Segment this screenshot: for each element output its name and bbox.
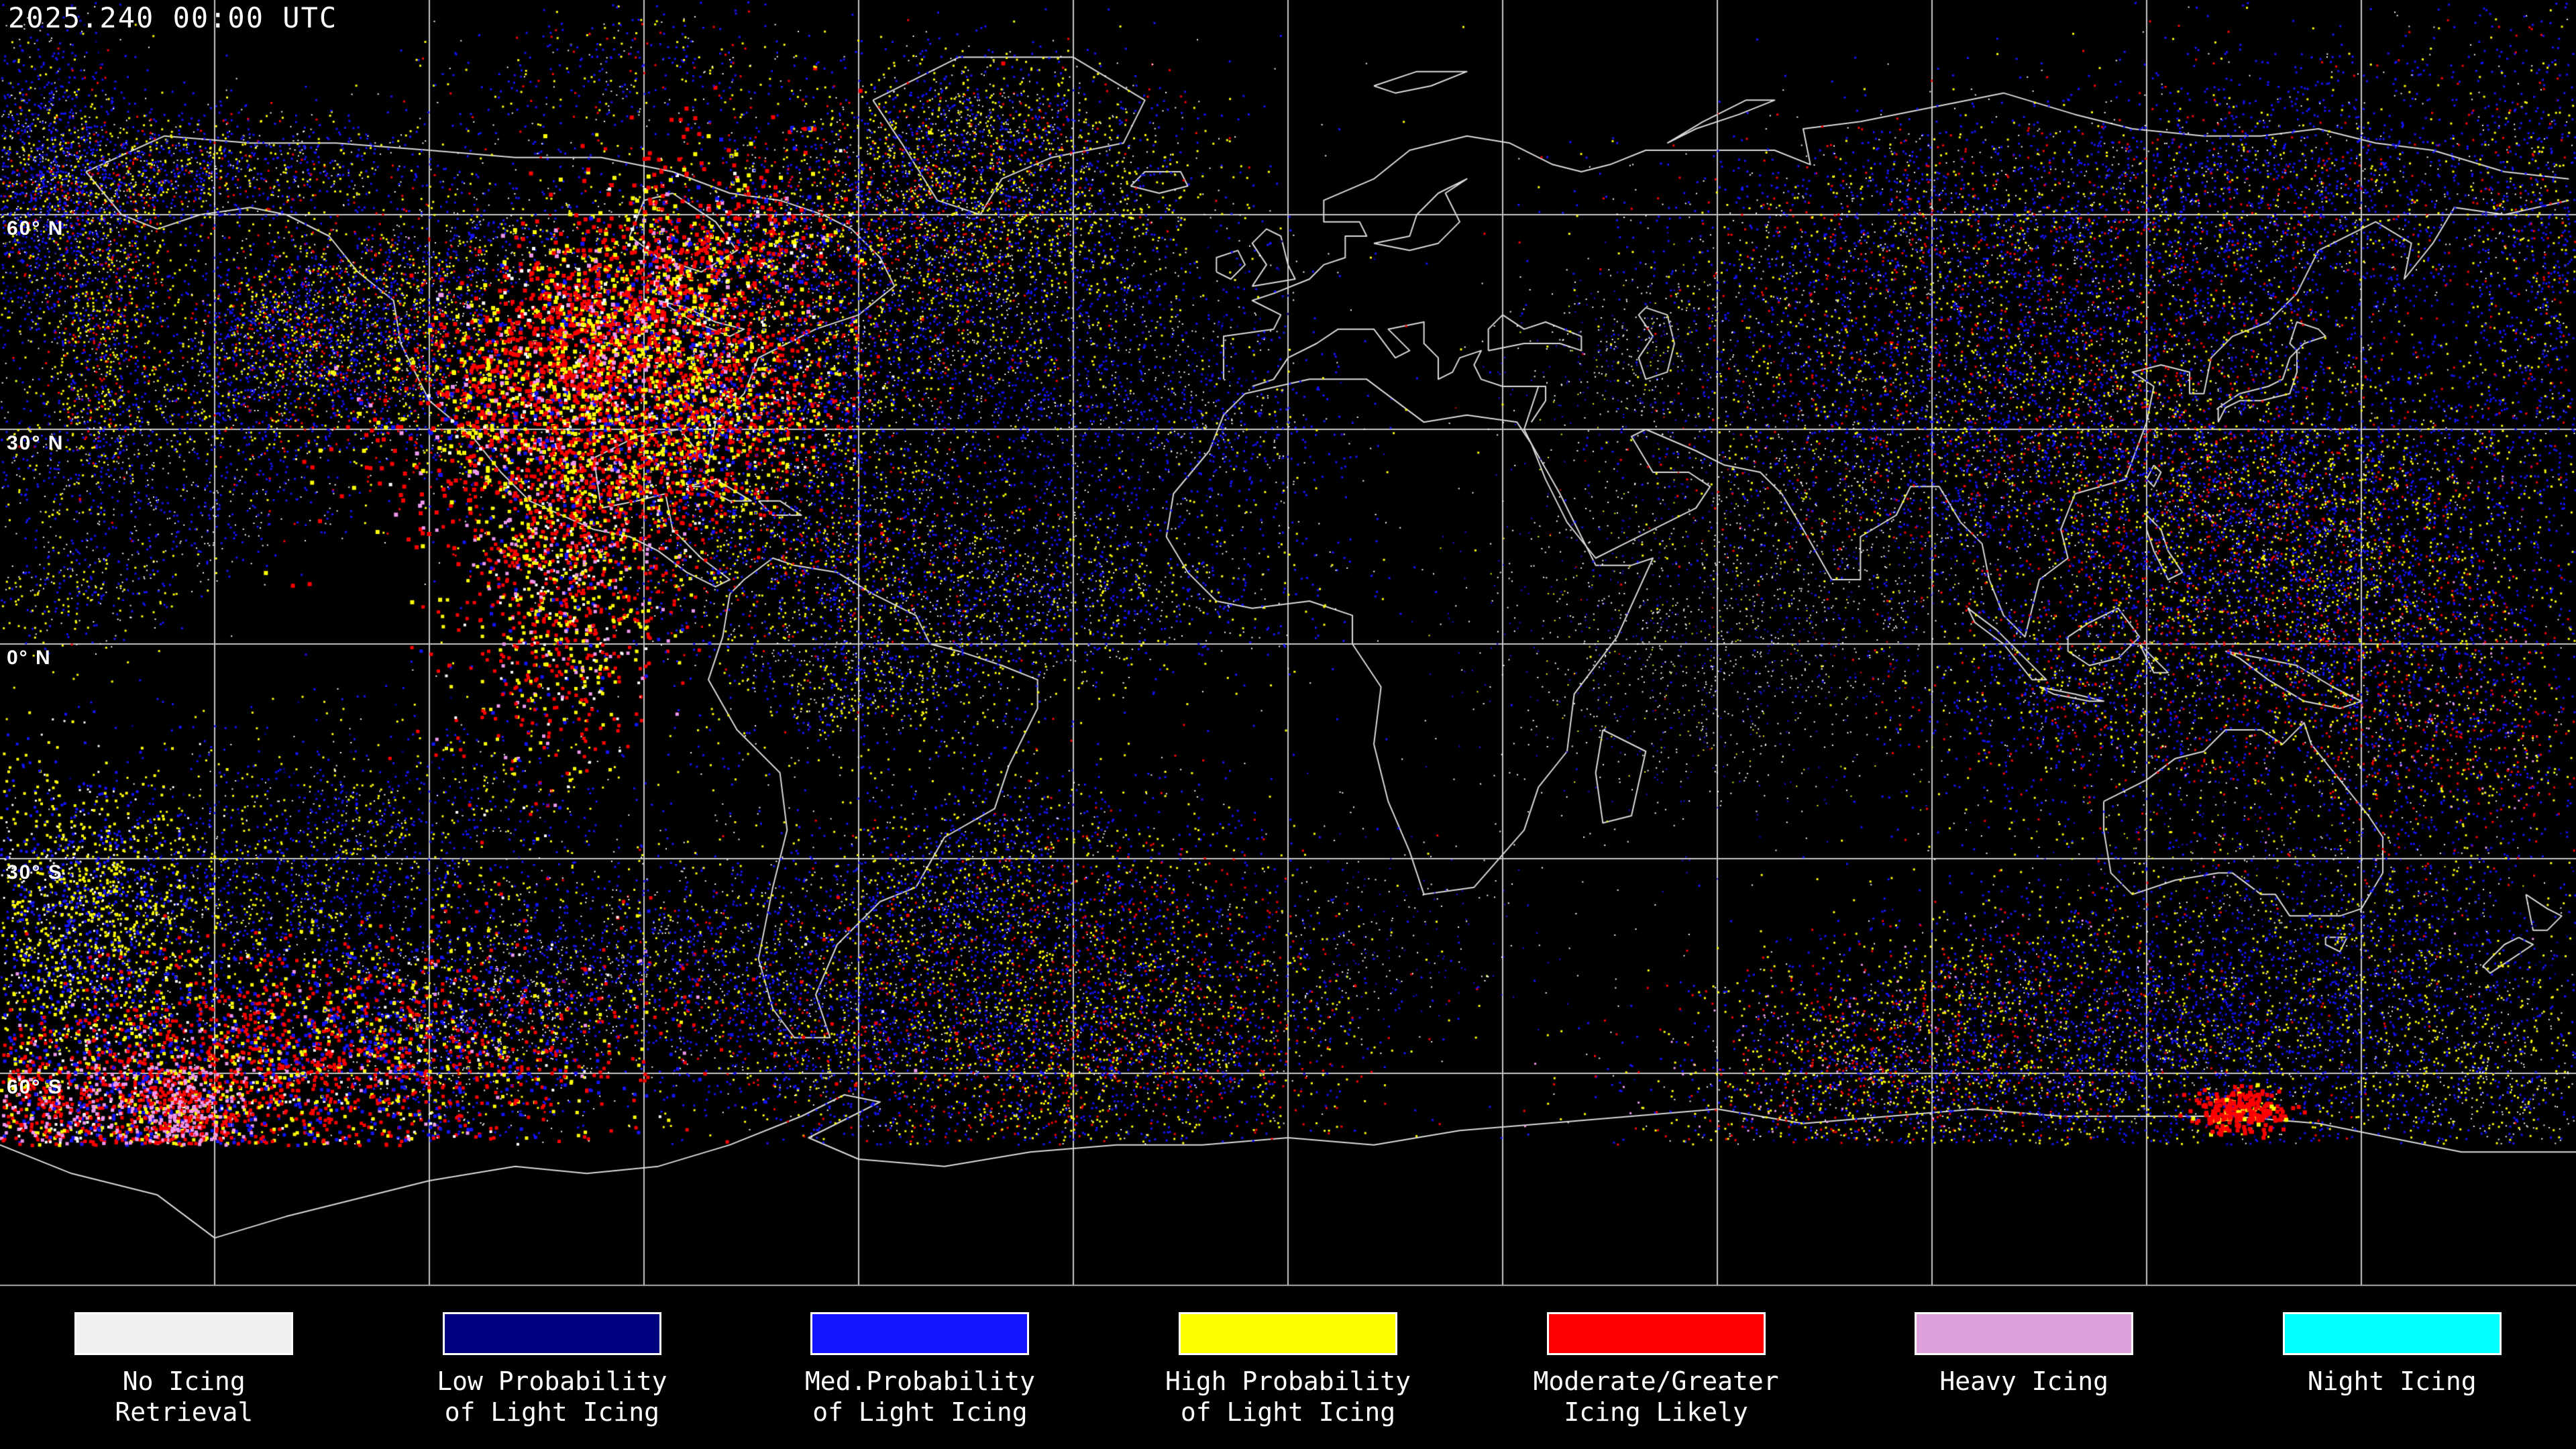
legend-label-heavy-icing: Heavy Icing	[1939, 1366, 2108, 1397]
legend-swatch-med-probability	[810, 1312, 1030, 1355]
legend-bar: No Icing Retrieval Low Probability of Ligh…	[0, 1288, 2576, 1449]
timestamp: 2025.240 00:00 UTC	[8, 1, 338, 34]
legend-swatch-night-icing	[2282, 1312, 2502, 1355]
legend-item-high-probability: High Probability of Light Icing	[1104, 1288, 1472, 1449]
legend-label-line2: of Light Icing	[812, 1397, 1028, 1427]
legend-label-high-probability: High Probability of Light Icing	[1165, 1366, 1411, 1428]
legend-label-line1: Night Icing	[2307, 1366, 2477, 1396]
legend-label-moderate-greater: Moderate/Greater Icing Likely	[1534, 1366, 1779, 1428]
legend-item-low-probability: Low Probability of Light Icing	[368, 1288, 737, 1449]
legend-swatch-high-probability	[1179, 1312, 1398, 1355]
legend-swatch-heavy-icing	[1915, 1312, 2134, 1355]
legend-label-line1: No Icing	[122, 1366, 246, 1396]
legend-label-line2: of Light Icing	[444, 1397, 660, 1427]
legend-label-line1: Moderate/Greater	[1533, 1366, 1779, 1396]
legend-label-line2: of Light Icing	[1180, 1397, 1396, 1427]
world-map-canvas	[0, 0, 2576, 1288]
legend-swatch-low-probability	[442, 1312, 661, 1355]
legend-label-line2: Retrieval	[115, 1397, 254, 1427]
latitude-label-30n: 30° N	[7, 432, 64, 454]
legend-label-line1: High Probability	[1165, 1366, 1411, 1396]
legend-item-night-icing: Night Icing	[2208, 1288, 2576, 1449]
legend-swatch-no-icing	[74, 1312, 294, 1355]
legend-item-moderate-greater: Moderate/Greater Icing Likely	[1472, 1288, 1840, 1449]
legend-label-low-probability: Low Probability of Light Icing	[437, 1366, 667, 1428]
legend-label-line1: Med.Probability	[804, 1366, 1036, 1396]
legend-item-no-icing: No Icing Retrieval	[0, 1288, 368, 1449]
legend-label-night-icing: Night Icing	[2308, 1366, 2477, 1397]
latitude-label-60s: 60° S	[7, 1076, 63, 1098]
latitude-label-30s: 30° S	[7, 861, 63, 883]
legend-label-line1: Heavy Icing	[1939, 1366, 2109, 1396]
legend-label-med-probability: Med.Probability of Light Icing	[805, 1366, 1035, 1428]
legend-label-no-icing: No Icing Retrieval	[115, 1366, 253, 1428]
latitude-label-60n: 60° N	[7, 217, 64, 239]
legend-label-line2: Icing Likely	[1564, 1397, 1748, 1427]
legend-item-med-probability: Med.Probability of Light Icing	[736, 1288, 1104, 1449]
legend-swatch-moderate-greater	[1546, 1312, 1766, 1355]
legend-label-line1: Low Probability	[437, 1366, 667, 1396]
latitude-label-0n: 0° N	[7, 647, 52, 669]
legend-item-heavy-icing: Heavy Icing	[1840, 1288, 2208, 1449]
